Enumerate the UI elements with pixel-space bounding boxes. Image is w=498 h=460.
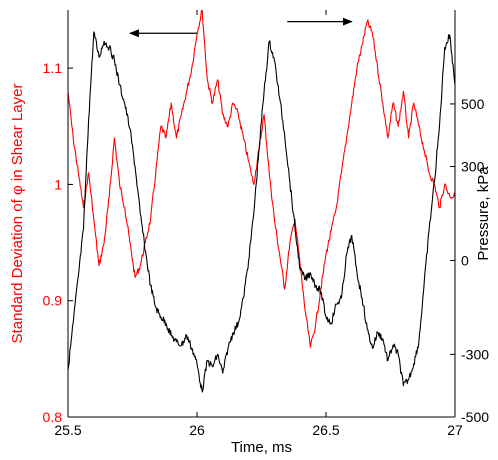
plot-area xyxy=(68,10,455,417)
series-layer xyxy=(68,10,455,393)
left-y-tick-label: 1 xyxy=(54,176,62,192)
plot-background xyxy=(68,10,455,417)
x-tick-label: 25.5 xyxy=(54,422,81,438)
x-tick-label: 26 xyxy=(189,422,205,438)
right-y-tick-label: 500 xyxy=(461,96,485,112)
left-y-tick-label: 0.9 xyxy=(43,293,63,309)
ticks-layer: 25.5 26 26.5 27 0.8 0.9 1 1.1 -500 -300 0 300 500 xyxy=(43,10,489,438)
annotation-layer xyxy=(128,17,353,38)
left-y-tick-label: 1.1 xyxy=(43,60,63,76)
series-line-std-deviation xyxy=(68,10,455,348)
axes-layer xyxy=(67,10,456,418)
series-clip-group xyxy=(68,10,455,393)
right-y-tick-label: 0 xyxy=(461,252,469,268)
x-tick-label: 26.5 xyxy=(312,422,339,438)
x-tick-label: 27 xyxy=(447,422,463,438)
right-y-axis-title: Pressure, kPa xyxy=(475,166,492,261)
right-y-tick-label: 300 xyxy=(461,159,485,175)
left-y-tick-label: 0.8 xyxy=(43,409,63,425)
series-line-pressure xyxy=(68,31,455,393)
left-y-axis-title: Standard Deviation of φ in Shear Layer xyxy=(9,84,26,344)
x-axis-title: Time, ms xyxy=(231,439,292,456)
right-y-tick-label: -500 xyxy=(461,409,489,425)
right-y-tick-label: -300 xyxy=(461,346,489,362)
